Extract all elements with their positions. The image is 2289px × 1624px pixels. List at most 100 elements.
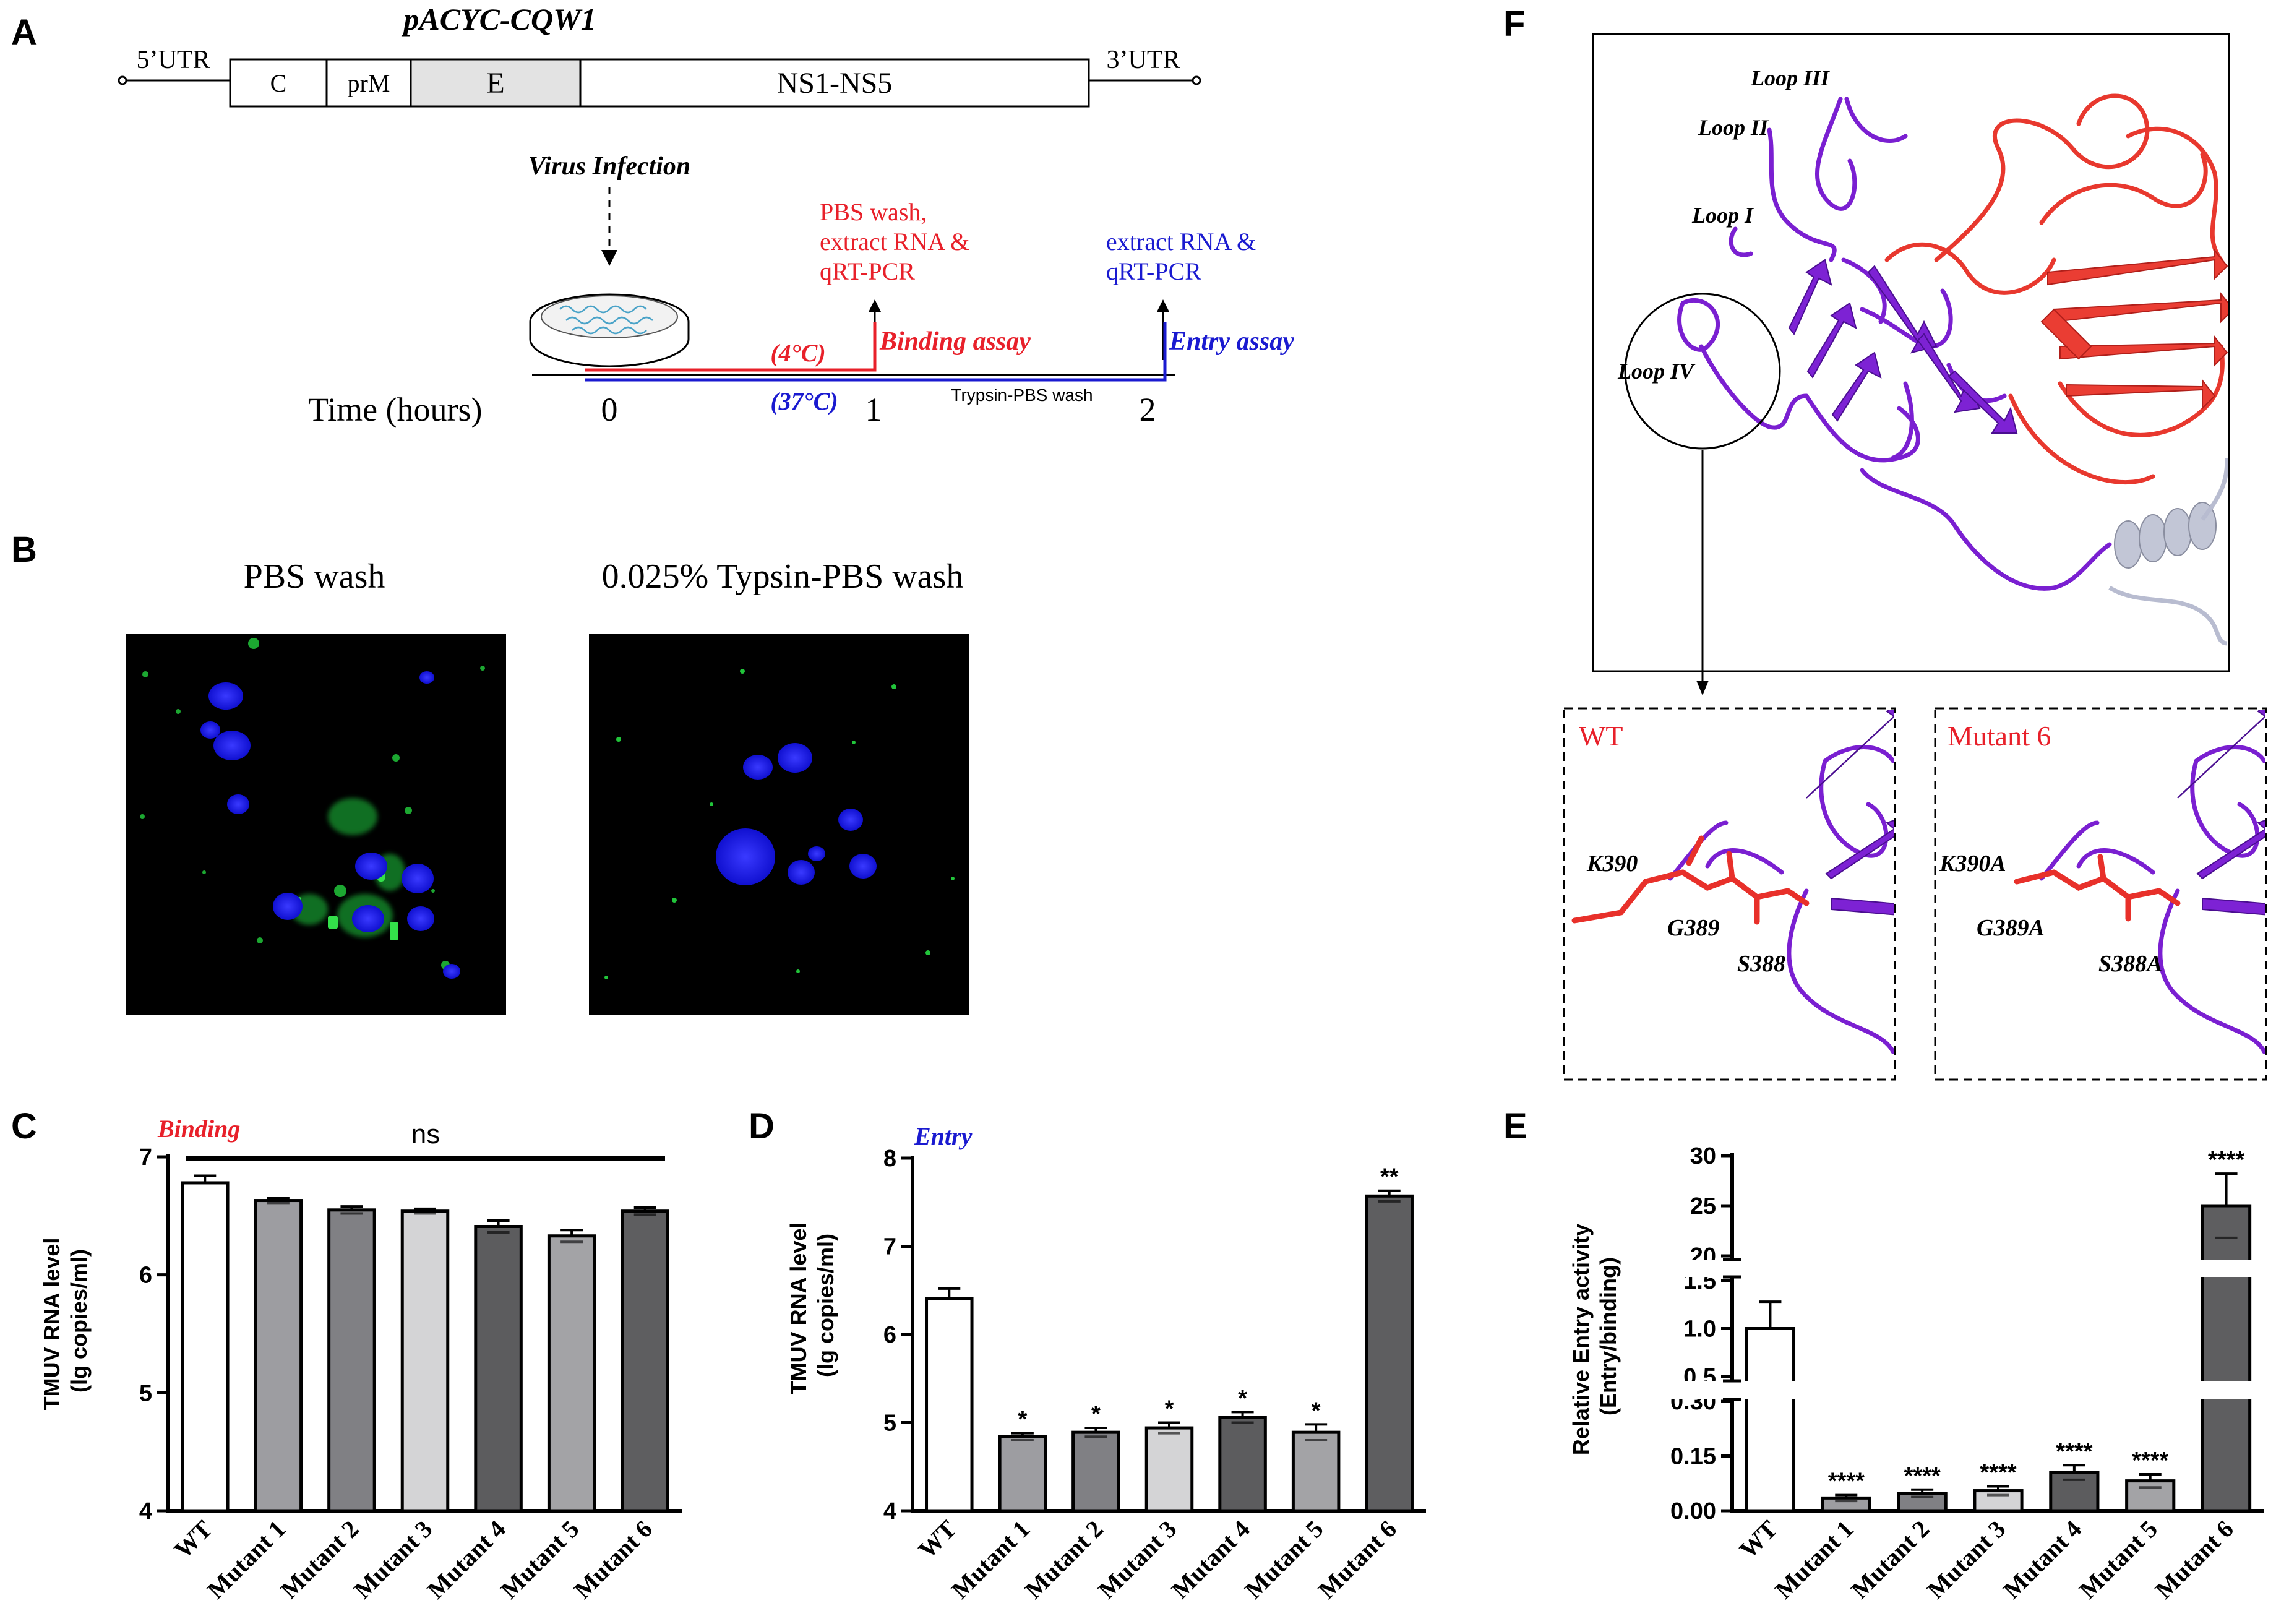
chart-c-category-label: Mutant 5: [495, 1515, 584, 1604]
chart-e-bar: [2201, 1204, 2252, 1513]
chart-c-ylabel: TMUV RNA level (lg copies/ml): [39, 1232, 92, 1411]
plasmid-title: pACYC-CQW1: [401, 2, 596, 37]
chart-c-category-label: Mutant 1: [202, 1515, 291, 1604]
entry-assay-label: Entry assay: [1169, 327, 1294, 356]
panel-f: Loop III Loop II Loop I Loop IV: [1563, 33, 2267, 1081]
loop-iii-label: Loop III: [1750, 66, 1831, 90]
entry-step-arrowhead: [1157, 299, 1169, 312]
chart-e-ytick-label: 30: [1690, 1143, 1716, 1169]
chart-e-category-label: Mutant 3: [1922, 1515, 2011, 1604]
zoom-pointer-arrowhead: [1696, 681, 1709, 695]
pbs-wash-title: PBS wash: [244, 557, 385, 596]
gene-prm-box: [325, 58, 412, 108]
loop-i-label: Loop I: [1691, 203, 1754, 228]
chart-e-significance: ****: [2056, 1438, 2092, 1464]
chart-c-bar: [474, 1224, 523, 1513]
chart-d-category-label: Mutant 1: [946, 1515, 1035, 1604]
chart-c-bar: [181, 1181, 230, 1513]
gene-ns-box: [579, 58, 1090, 108]
gene-ns-label: NS1-NS5: [777, 67, 893, 100]
chart-d-ytick-label: 5: [883, 1411, 896, 1437]
chart-d-category-label: Mutant 2: [1020, 1515, 1109, 1604]
virus-infection-label: Virus Infection: [528, 152, 691, 181]
chart-d-ytick-label: 6: [883, 1322, 896, 1348]
chart-d-ytick-label: 8: [883, 1146, 896, 1172]
temp-binding-label: (4°C): [770, 339, 825, 367]
chart-e-axis-break-gap: [1670, 1381, 2264, 1399]
chart-c-bar: [621, 1209, 669, 1513]
trypsin-wash-micrograph: [589, 634, 969, 1015]
chart-c-category-label: Mutant 6: [569, 1515, 658, 1604]
trypsin-wash-label: Trypsin-PBS wash: [951, 385, 1093, 405]
panel-a: pACYC-CQW1 5’UTR C prM E NS1-NS5 3’UTR V…: [118, 2, 1294, 428]
binding-timeline: [585, 322, 877, 372]
gene-c-label: C: [270, 69, 287, 97]
gene-e-box: [410, 58, 582, 108]
chart-e-bar: [1973, 1489, 2024, 1513]
chart-e-significance: ****: [1980, 1459, 2016, 1485]
chart-c-category-label: Mutant 4: [422, 1515, 511, 1604]
chart-d-significance: *: [1238, 1385, 1247, 1411]
chart-e-ylabel: Relative Entry activity (Entry/binding): [1568, 1218, 1621, 1455]
chart-d-category-label: Mutant 3: [1093, 1515, 1182, 1604]
panel-letter-a: A: [11, 12, 37, 53]
utr3-end: [1192, 75, 1201, 85]
chart-e-category-label: Mutant 2: [1845, 1515, 1935, 1604]
chart-c-bar: [254, 1199, 303, 1513]
chart-e-significance: ****: [2132, 1448, 2168, 1474]
time-tick-0: 0: [601, 391, 618, 428]
chart-e-ytick-label: 0.15: [1670, 1444, 1716, 1470]
wt-inset: WT K390 G389 S388: [1563, 707, 1896, 1081]
chart-e-significance: ****: [2208, 1147, 2244, 1173]
chart-c-tag: Binding: [157, 1115, 240, 1143]
chart-c-category-label: Mutant 2: [275, 1515, 364, 1604]
pbs-step-text: PBS wash, extract RNA & qRT-PCR: [820, 198, 976, 285]
loop-ii-label: Loop II: [1698, 115, 1769, 140]
loop-iv-label: Loop IV: [1617, 359, 1696, 384]
chart-d-tag: Entry: [914, 1122, 973, 1150]
chart-e-category-label: Mutant 4: [1998, 1515, 2087, 1604]
chart-e-category-label: Mutant 1: [1769, 1515, 1858, 1604]
wt-residue-g389: G389: [1667, 915, 1719, 941]
chart-d-significance: *: [1018, 1407, 1027, 1433]
petri-dish-icon: [529, 293, 690, 367]
panel-letter-b: B: [11, 530, 37, 570]
mut-residue-s388a: S388A: [2098, 951, 2162, 977]
chart-e-bar: [1897, 1492, 1948, 1513]
chart-c-bar: [547, 1234, 596, 1513]
chart-d-bar: [1218, 1416, 1267, 1513]
chart-d-category-label: Mutant 6: [1313, 1515, 1402, 1604]
pbs-wash-micrograph: [126, 634, 506, 1015]
utr3-label: 3’UTR: [1107, 46, 1180, 74]
gene-e-label: E: [486, 67, 504, 100]
trypsin-wash-title: 0.025% Typsin-PBS wash: [602, 557, 964, 596]
panel-letter-e: E: [1503, 1106, 1527, 1146]
chart-c-category-label: WT: [169, 1514, 218, 1563]
chart-c-ytick-label: 4: [139, 1498, 152, 1524]
chart-d-ylabel: TMUV RNA level (lg copies/ml): [786, 1216, 838, 1395]
chart-e-ytick-label: 25: [1690, 1193, 1716, 1219]
time-tick-1: 1: [865, 391, 882, 428]
panel-b: PBS wash 0.025% Typsin-PBS wash: [126, 557, 969, 1015]
chart-d-ytick-label: 7: [883, 1234, 896, 1260]
chart-relative-entry: Relative Entry activity (Entry/binding) …: [1568, 1143, 2264, 1604]
chart-e-ytick-label: 0.00: [1670, 1498, 1716, 1524]
chart-e-axis-break-gap: [1670, 1260, 2264, 1277]
chart-e-significance: ****: [1828, 1469, 1865, 1495]
chart-e-category-label: WT: [1734, 1514, 1783, 1563]
chart-c-ytick-label: 5: [139, 1380, 152, 1406]
chart-e-significance: ****: [1904, 1463, 1941, 1489]
chart-d-bar: [1291, 1430, 1341, 1513]
utr5-label: 5’UTR: [137, 46, 210, 74]
chart-d-bar: [1144, 1426, 1194, 1513]
time-axis-label: Time (hours): [308, 391, 483, 428]
utr5-end: [118, 75, 127, 85]
infection-arrowhead: [601, 250, 617, 266]
chart-entry: TMUV RNA level (lg copies/ml) Entry 4 5 6 7…: [786, 1122, 1426, 1604]
chart-d-significance: **: [1380, 1164, 1399, 1190]
loop-iv-circle: [1624, 293, 1781, 450]
entry-timeline: [585, 322, 1167, 382]
chart-e-bar: [2049, 1471, 2100, 1513]
